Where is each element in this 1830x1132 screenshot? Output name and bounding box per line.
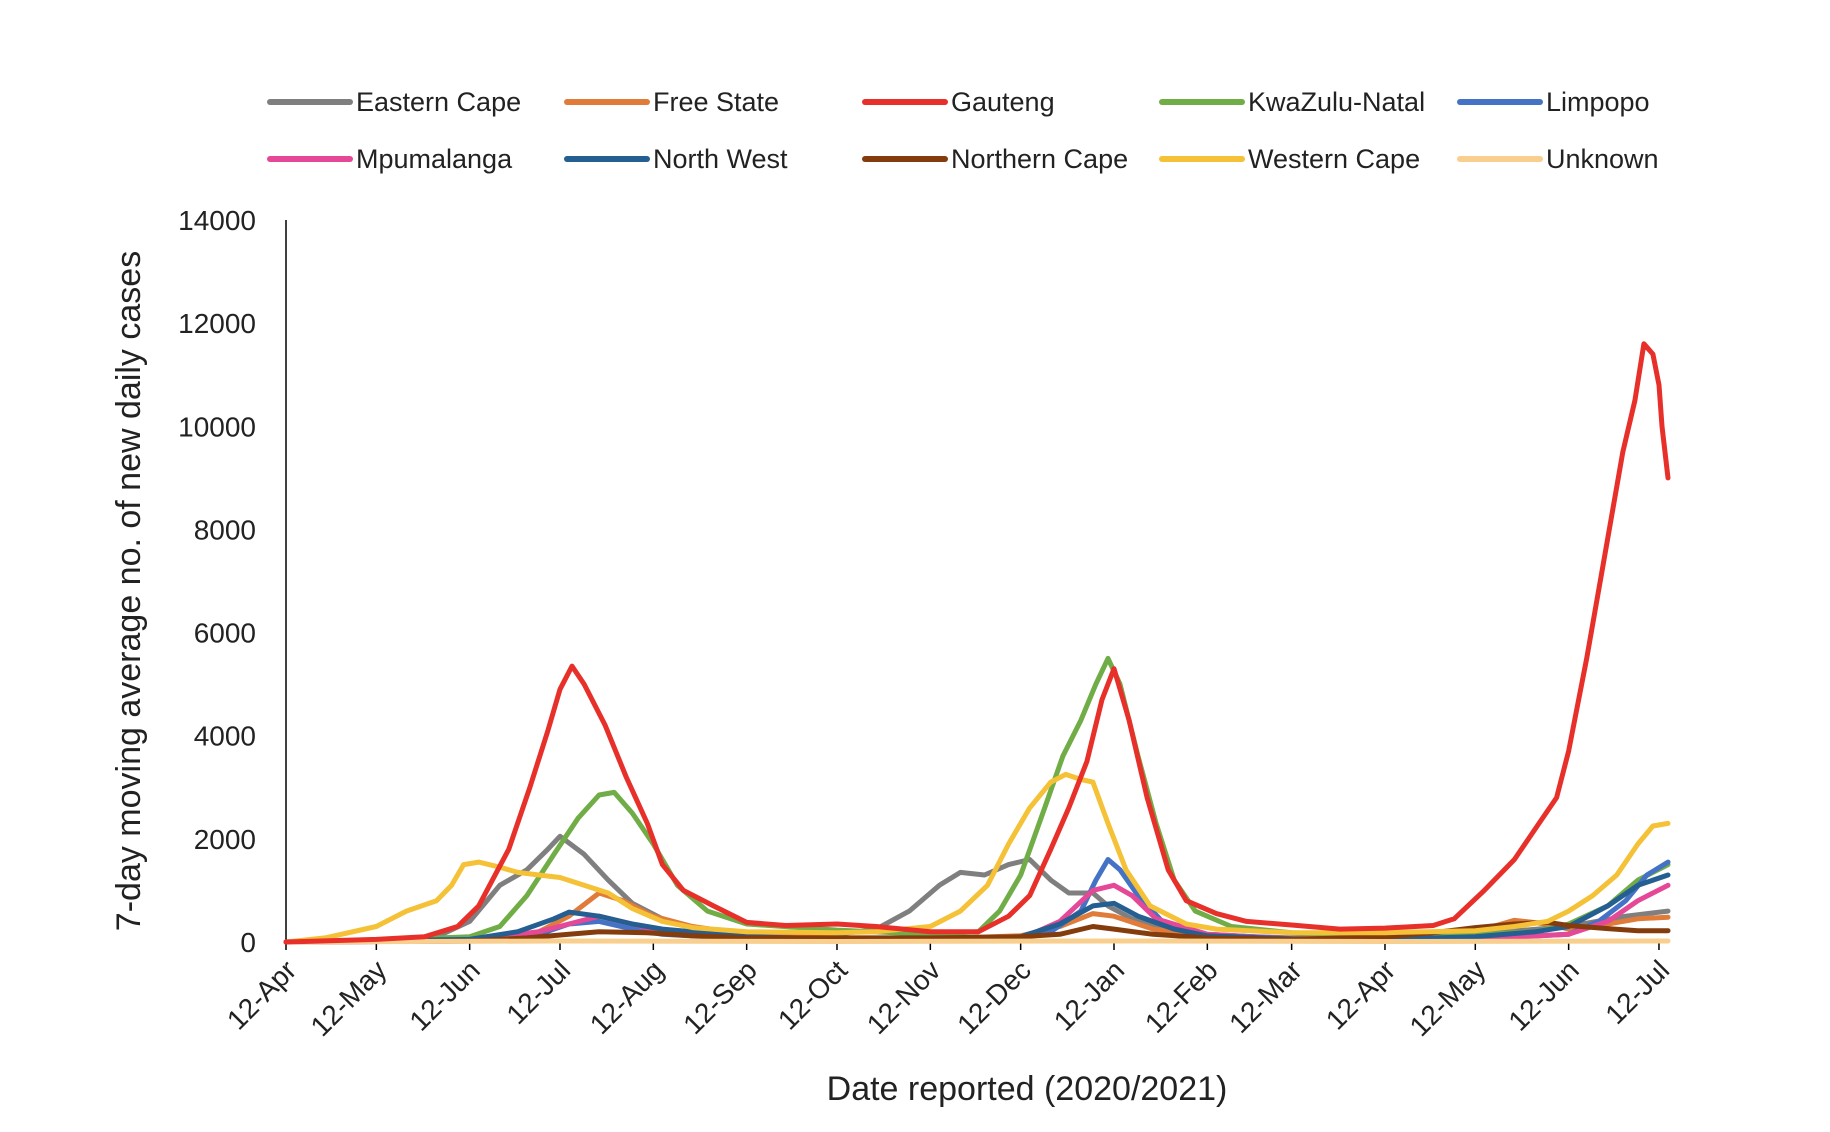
- x-tick-label: 12-Oct: [772, 954, 853, 1035]
- x-tick-label: 12-Jul: [1599, 954, 1675, 1030]
- legend-label: Unknown: [1546, 144, 1659, 174]
- series-line-gauteng: [283, 341, 1671, 945]
- y-tick-label: 6000: [194, 618, 256, 649]
- legend-item: Free State: [564, 87, 779, 117]
- x-tick-label: 12-Jul: [500, 954, 576, 1030]
- legend-item: KwaZulu-Natal: [1159, 87, 1425, 117]
- y-tick-label: 4000: [194, 721, 256, 752]
- series-line-north-west: [283, 872, 1671, 945]
- legend-item: Eastern Cape: [267, 87, 521, 117]
- x-tick-label: 12-Dec: [951, 954, 1037, 1040]
- legend-item: Western Cape: [1159, 144, 1420, 174]
- legend-item: Gauteng: [862, 87, 1055, 117]
- y-tick-label: 14000: [178, 205, 256, 236]
- legend-label: Mpumalanga: [356, 144, 513, 174]
- legend-item: Limpopo: [1457, 87, 1650, 117]
- y-axis: 0 2000 4000 6000 8000 10000 12000 14000: [178, 205, 287, 958]
- legend-item: Unknown: [1457, 144, 1659, 174]
- y-tick-label: 10000: [178, 411, 256, 442]
- y-tick-label: 8000: [194, 514, 256, 545]
- x-tick-label: 12-Apr: [1320, 954, 1401, 1035]
- legend-item: Mpumalanga: [267, 144, 513, 174]
- x-tick-label: 12-Mar: [1223, 954, 1308, 1039]
- x-tick-label: 12-Sep: [677, 954, 763, 1040]
- x-tick-label: 12-Jan: [1048, 954, 1130, 1036]
- legend-label: KwaZulu-Natal: [1248, 87, 1425, 117]
- legend-label: Free State: [653, 87, 779, 117]
- x-tick-label: 12-Jun: [1502, 954, 1584, 1036]
- legend-label: Northern Cape: [951, 144, 1128, 174]
- y-tick-label: 12000: [178, 308, 256, 339]
- legend-item: Northern Cape: [862, 144, 1128, 174]
- x-tick-label: 12-Feb: [1139, 954, 1224, 1039]
- legend-item: North West: [564, 144, 788, 174]
- series-line-unknown: [283, 938, 1671, 945]
- y-tick-label: 0: [240, 927, 256, 958]
- legend-label: North West: [653, 144, 788, 174]
- series-line-kwazulu-natal: [283, 655, 1671, 945]
- x-tick-label: 12-May: [1404, 954, 1492, 1042]
- x-tick-label: 12-Apr: [221, 954, 302, 1035]
- legend-label: Gauteng: [951, 87, 1055, 117]
- y-axis-title: 7-day moving average no. of new daily ca…: [110, 251, 148, 931]
- x-tick-label: 12-Nov: [861, 954, 947, 1040]
- legend-label: Limpopo: [1546, 87, 1650, 117]
- x-tick-label: 12-Jun: [403, 954, 485, 1036]
- x-tick-label: 12-Aug: [584, 954, 670, 1040]
- legend-label: Western Cape: [1248, 144, 1420, 174]
- x-axis: 12-Apr 12-May 12-Jun 12-Jul 12-Aug 12-Sep 12-O…: [221, 941, 1675, 1042]
- chart-legend: Eastern Cape Free State Gauteng KwaZulu-Nat…: [267, 87, 1659, 174]
- x-tick-label: 12-May: [305, 954, 393, 1042]
- y-tick-label: 2000: [194, 824, 256, 855]
- series-layer: [283, 341, 1671, 945]
- legend-label: Eastern Cape: [356, 87, 521, 117]
- x-axis-title: Date reported (2020/2021): [827, 1070, 1228, 1108]
- series-line-western-cape: [283, 771, 1671, 945]
